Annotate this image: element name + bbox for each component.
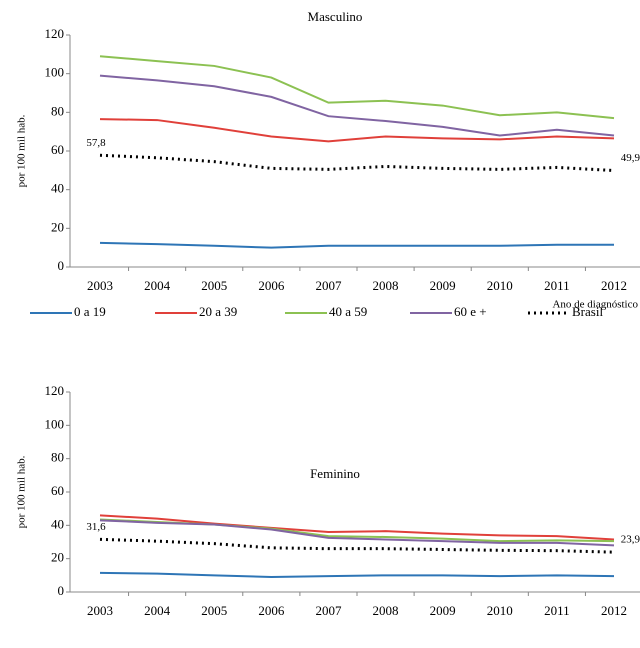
series-line xyxy=(99,241,614,249)
y-tick-label: 100 xyxy=(45,416,65,431)
y-tick-label: 80 xyxy=(51,450,64,465)
y-tick-label: 60 xyxy=(51,483,64,498)
x-tick-label: 2006 xyxy=(258,278,285,293)
data-label: 49,9 xyxy=(621,152,640,164)
x-tick-label: 2004 xyxy=(144,603,171,618)
x-tick-label: 2003 xyxy=(87,603,113,618)
series-line xyxy=(99,74,615,137)
data-label: 31,6 xyxy=(86,521,106,533)
legend-item: 0 a 19 xyxy=(30,304,106,319)
y-tick-label: 40 xyxy=(51,181,64,196)
x-tick-label: 2009 xyxy=(430,278,456,293)
x-tick-label: 2012 xyxy=(601,278,627,293)
chart-title: Masculino xyxy=(308,9,363,24)
x-tick-label: 2004 xyxy=(144,278,171,293)
series-line xyxy=(99,153,615,173)
legend-label: 60 e + xyxy=(454,304,487,319)
legend-label: 20 a 39 xyxy=(199,304,237,319)
legend-label: 40 a 59 xyxy=(329,304,367,319)
series-line xyxy=(99,118,615,143)
x-tick-label: 2012 xyxy=(601,603,627,618)
data-label: 57,8 xyxy=(86,137,106,149)
x-tick-label: 2003 xyxy=(87,278,113,293)
legend-item: 60 e + xyxy=(410,304,487,319)
x-tick-label: 2011 xyxy=(544,278,570,293)
y-tick-label: 20 xyxy=(51,219,64,234)
x-tick-label: 2007 xyxy=(315,603,342,618)
y-tick-label: 80 xyxy=(51,103,64,118)
y-tick-label: 40 xyxy=(51,516,64,531)
legend-item: 20 a 39 xyxy=(155,304,237,319)
series-line xyxy=(99,571,615,579)
x-axis-label: Ano de diagnóstico xyxy=(552,299,638,311)
legend-label: Brasil xyxy=(572,304,603,319)
x-tick-label: 2010 xyxy=(487,278,513,293)
y-tick-label: 120 xyxy=(45,26,65,41)
x-tick-label: 2009 xyxy=(430,603,456,618)
y-tick-label: 0 xyxy=(58,583,65,598)
y-axis-label: por 100 mil hab. xyxy=(16,114,28,187)
legend-item: Brasil xyxy=(528,304,603,319)
x-tick-label: 2005 xyxy=(201,278,227,293)
x-tick-label: 2005 xyxy=(201,603,227,618)
x-tick-label: 2008 xyxy=(373,603,399,618)
legend-item: 40 a 59 xyxy=(285,304,367,319)
x-tick-label: 2007 xyxy=(315,278,342,293)
series-line xyxy=(99,55,615,120)
chart-title: Feminino xyxy=(310,466,360,481)
x-tick-label: 2010 xyxy=(487,603,513,618)
y-tick-label: 100 xyxy=(45,65,65,80)
x-tick-label: 2011 xyxy=(544,603,570,618)
data-label: 23,9 xyxy=(621,534,640,546)
series-line xyxy=(99,537,615,554)
x-tick-label: 2006 xyxy=(258,603,285,618)
y-tick-label: 0 xyxy=(58,258,65,273)
series-line xyxy=(99,519,615,547)
series-line xyxy=(99,514,615,541)
legend-label: 0 a 19 xyxy=(74,304,106,319)
y-tick-label: 120 xyxy=(45,383,65,398)
y-axis-label: por 100 mil hab. xyxy=(16,455,28,528)
y-tick-label: 60 xyxy=(51,142,64,157)
x-tick-label: 2008 xyxy=(373,278,399,293)
y-tick-label: 20 xyxy=(51,550,64,565)
